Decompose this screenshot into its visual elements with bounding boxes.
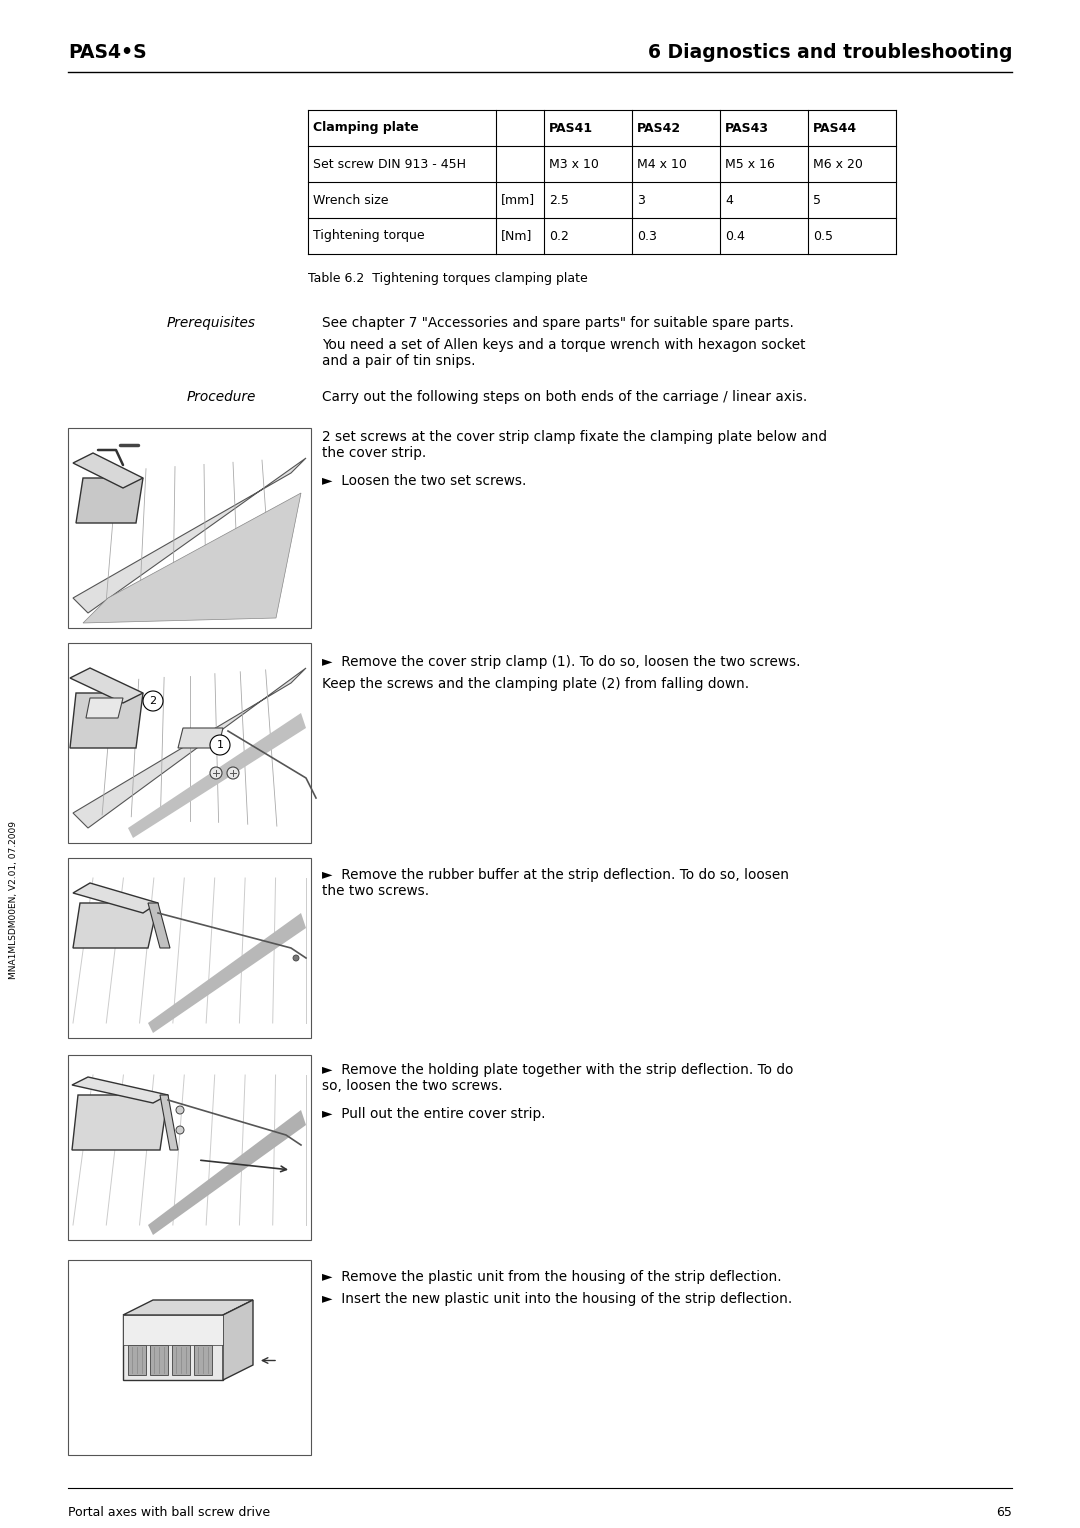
Text: PAS4•S: PAS4•S xyxy=(68,43,147,63)
Text: Carry out the following steps on both ends of the carriage / linear axis.: Carry out the following steps on both en… xyxy=(322,390,807,403)
Bar xyxy=(70,1262,309,1453)
Bar xyxy=(172,1345,190,1375)
Text: 2.5: 2.5 xyxy=(549,194,569,206)
Polygon shape xyxy=(222,1300,253,1380)
Bar xyxy=(123,1316,222,1380)
Polygon shape xyxy=(76,478,143,523)
Text: Keep the screws and the clamping plate (2) from falling down.: Keep the screws and the clamping plate (… xyxy=(322,677,750,691)
Circle shape xyxy=(293,955,299,961)
Text: 2: 2 xyxy=(149,695,157,706)
Text: You need a set of Allen keys and a torque wrench with hexagon socket
and a pair : You need a set of Allen keys and a torqu… xyxy=(322,338,806,368)
Text: Procedure: Procedure xyxy=(187,390,256,403)
Text: 5: 5 xyxy=(813,194,821,206)
Text: ►  Loosen the two set screws.: ► Loosen the two set screws. xyxy=(322,474,526,487)
Text: Set screw DIN 913 - 45H: Set screw DIN 913 - 45H xyxy=(313,157,465,171)
Polygon shape xyxy=(73,883,158,914)
Bar xyxy=(68,1261,311,1455)
Text: 1: 1 xyxy=(216,740,224,750)
Text: 6 Diagnostics and troubleshooting: 6 Diagnostics and troubleshooting xyxy=(648,43,1012,63)
Circle shape xyxy=(227,767,239,779)
Text: 0.3: 0.3 xyxy=(637,229,657,243)
Polygon shape xyxy=(148,914,306,1033)
Polygon shape xyxy=(83,494,301,623)
Circle shape xyxy=(210,767,222,779)
Circle shape xyxy=(176,1126,184,1134)
Bar xyxy=(68,428,311,628)
Circle shape xyxy=(176,1106,184,1114)
Bar xyxy=(123,1316,222,1345)
Text: 2 set screws at the cover strip clamp fixate the clamping plate below and
the co: 2 set screws at the cover strip clamp fi… xyxy=(322,429,827,460)
Text: 3: 3 xyxy=(637,194,645,206)
Bar xyxy=(68,643,311,843)
Text: Tightening torque: Tightening torque xyxy=(313,229,424,243)
Polygon shape xyxy=(73,458,306,613)
Polygon shape xyxy=(148,1109,306,1235)
Polygon shape xyxy=(123,1300,253,1316)
Circle shape xyxy=(210,735,230,755)
Bar xyxy=(68,859,311,1038)
Text: M3 x 10: M3 x 10 xyxy=(549,157,599,171)
Text: ►  Remove the plastic unit from the housing of the strip deflection.: ► Remove the plastic unit from the housi… xyxy=(322,1270,782,1284)
Polygon shape xyxy=(70,694,143,749)
Text: PAS44: PAS44 xyxy=(813,122,858,134)
Polygon shape xyxy=(73,668,306,828)
Polygon shape xyxy=(70,668,143,703)
Bar xyxy=(70,860,309,1036)
Polygon shape xyxy=(72,1096,168,1151)
Text: 0.2: 0.2 xyxy=(549,229,569,243)
Bar xyxy=(70,429,309,626)
Text: ►  Pull out the entire cover strip.: ► Pull out the entire cover strip. xyxy=(322,1106,545,1122)
Text: [Nm]: [Nm] xyxy=(501,229,532,243)
Text: 0.4: 0.4 xyxy=(725,229,745,243)
Polygon shape xyxy=(72,1077,168,1103)
Bar xyxy=(150,1345,168,1375)
Text: ►  Remove the holding plate together with the strip deflection. To do
so, loosen: ► Remove the holding plate together with… xyxy=(322,1063,794,1093)
Bar xyxy=(70,645,309,840)
Text: M4 x 10: M4 x 10 xyxy=(637,157,687,171)
Polygon shape xyxy=(73,452,143,487)
Polygon shape xyxy=(86,698,123,718)
Text: PAS42: PAS42 xyxy=(637,122,681,134)
Bar xyxy=(68,1054,311,1241)
Text: 4: 4 xyxy=(725,194,733,206)
Polygon shape xyxy=(160,1096,178,1151)
Polygon shape xyxy=(129,714,306,837)
Text: Clamping plate: Clamping plate xyxy=(313,122,419,134)
Text: ►  Remove the cover strip clamp (1). To do so, loosen the two screws.: ► Remove the cover strip clamp (1). To d… xyxy=(322,656,800,669)
Text: ►  Insert the new plastic unit into the housing of the strip deflection.: ► Insert the new plastic unit into the h… xyxy=(322,1293,793,1306)
Text: [mm]: [mm] xyxy=(501,194,535,206)
Bar xyxy=(129,1345,146,1375)
Text: 0.5: 0.5 xyxy=(813,229,833,243)
Text: PAS43: PAS43 xyxy=(725,122,769,134)
Polygon shape xyxy=(148,903,170,947)
Text: 65: 65 xyxy=(996,1507,1012,1519)
Text: ►  Remove the rubber buffer at the strip deflection. To do so, loosen
the two sc: ► Remove the rubber buffer at the strip … xyxy=(322,868,789,898)
Text: Prerequisites: Prerequisites xyxy=(167,316,256,330)
Text: Wrench size: Wrench size xyxy=(313,194,389,206)
Polygon shape xyxy=(178,727,222,749)
Bar xyxy=(194,1345,212,1375)
Text: Table 6.2  Tightening torques clamping plate: Table 6.2 Tightening torques clamping pl… xyxy=(308,272,588,286)
Text: M5 x 16: M5 x 16 xyxy=(725,157,774,171)
Text: Portal axes with ball screw drive: Portal axes with ball screw drive xyxy=(68,1507,270,1519)
Bar xyxy=(70,1057,309,1238)
Text: See chapter 7 "Accessories and spare parts" for suitable spare parts.: See chapter 7 "Accessories and spare par… xyxy=(322,316,794,330)
Polygon shape xyxy=(73,903,158,947)
Text: MNA1MLSDM00EN, V2.01, 07.2009: MNA1MLSDM00EN, V2.01, 07.2009 xyxy=(10,821,18,979)
Text: PAS41: PAS41 xyxy=(549,122,593,134)
Circle shape xyxy=(143,691,163,711)
Text: M6 x 20: M6 x 20 xyxy=(813,157,863,171)
